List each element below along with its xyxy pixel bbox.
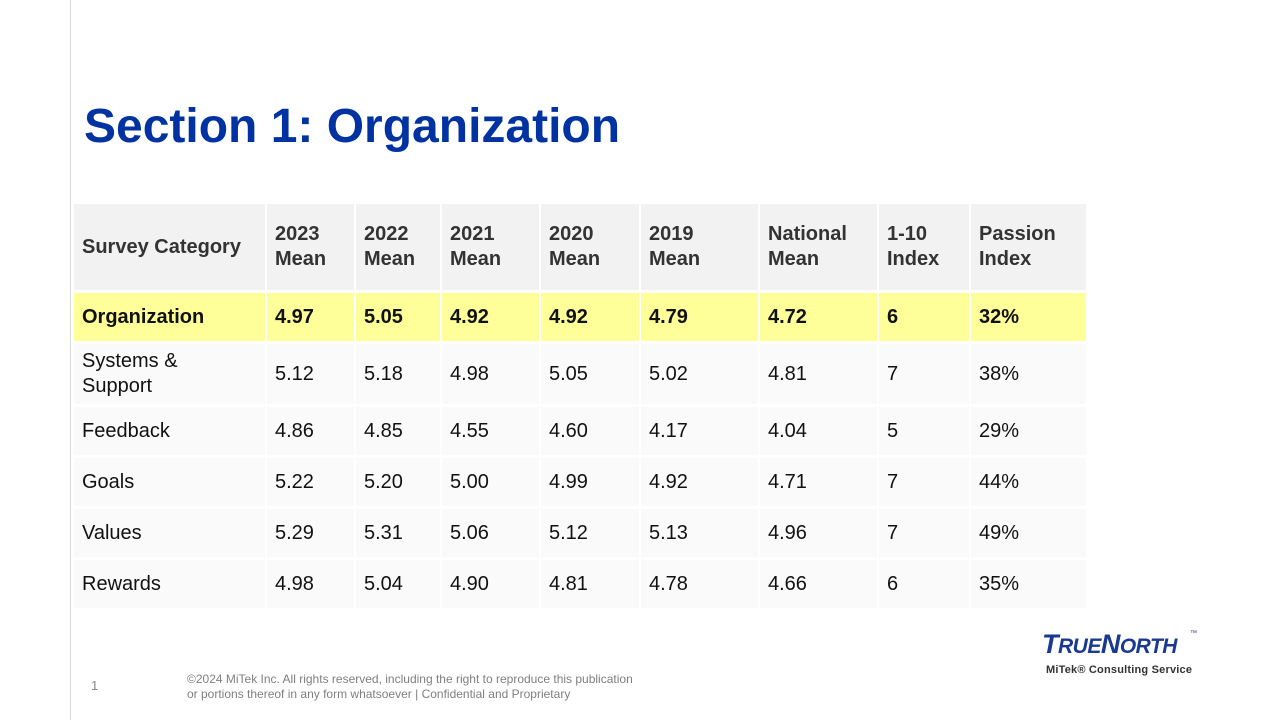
cell-2022-mean: 5.05	[356, 293, 440, 341]
cell-2020-mean: 4.60	[541, 407, 639, 455]
cell-1-10-index: 6	[879, 560, 969, 608]
cell-1-10-index: 7	[879, 344, 969, 404]
cell-2020-mean: 5.05	[541, 344, 639, 404]
cell-2023-mean: 4.86	[267, 407, 354, 455]
cell-national-mean: 4.81	[760, 344, 877, 404]
header-1-10-index: 1-10 Index	[879, 204, 969, 290]
cell-category: Goals	[74, 458, 265, 506]
table-header-row: Survey Category 2023 Mean 2022 Mean 2021 Me…	[74, 204, 1086, 290]
cell-passion-index: 29%	[971, 407, 1086, 455]
cell-2023-mean: 5.22	[267, 458, 354, 506]
header-passion-index: Passion Index	[971, 204, 1086, 290]
footer-line-1: ©2024 MiTek Inc. All rights reserved, in…	[187, 672, 633, 686]
cell-passion-index: 44%	[971, 458, 1086, 506]
cell-2022-mean: 5.20	[356, 458, 440, 506]
table-row-values: Values 5.29 5.31 5.06 5.12 5.13 4.96 7 4…	[74, 509, 1086, 557]
cell-2019-mean: 4.78	[641, 560, 758, 608]
cell-2019-mean: 4.79	[641, 293, 758, 341]
cell-category: Rewards	[74, 560, 265, 608]
cell-category: Values	[74, 509, 265, 557]
cell-2021-mean: 4.90	[442, 560, 539, 608]
cell-2021-mean: 4.98	[442, 344, 539, 404]
header-national-mean: National Mean	[760, 204, 877, 290]
cell-2023-mean: 4.98	[267, 560, 354, 608]
left-divider	[70, 0, 71, 720]
logo-wordmark: TRUENORTH	[1042, 629, 1177, 659]
table-row-rewards: Rewards 4.98 5.04 4.90 4.81 4.78 4.66 6 …	[74, 560, 1086, 608]
cell-2021-mean: 5.06	[442, 509, 539, 557]
slide-title: Section 1: Organization	[84, 100, 621, 153]
trademark-mark: ™	[1190, 630, 1197, 637]
cell-national-mean: 4.72	[760, 293, 877, 341]
header-survey-category: Survey Category	[74, 204, 265, 290]
cell-2021-mean: 5.00	[442, 458, 539, 506]
table-row-feedback: Feedback 4.86 4.85 4.55 4.60 4.17 4.04 5…	[74, 407, 1086, 455]
table-row-organization: Organization 4.97 5.05 4.92 4.92 4.79 4.…	[74, 293, 1086, 341]
cell-national-mean: 4.66	[760, 560, 877, 608]
logo-subtitle: MiTek® Consulting Service	[1046, 664, 1193, 676]
cell-1-10-index: 6	[879, 293, 969, 341]
cell-2022-mean: 5.04	[356, 560, 440, 608]
cell-passion-index: 38%	[971, 344, 1086, 404]
footer-line-2: or portions thereof in any form whatsoev…	[187, 687, 571, 701]
cell-1-10-index: 7	[879, 458, 969, 506]
cell-2020-mean: 4.99	[541, 458, 639, 506]
header-2023-mean: 2023 Mean	[267, 204, 354, 290]
cell-2021-mean: 4.55	[442, 407, 539, 455]
cell-passion-index: 49%	[971, 509, 1086, 557]
cell-2020-mean: 4.81	[541, 560, 639, 608]
header-2022-mean: 2022 Mean	[356, 204, 440, 290]
cell-2019-mean: 4.17	[641, 407, 758, 455]
cell-2022-mean: 5.18	[356, 344, 440, 404]
survey-table: Survey Category 2023 Mean 2022 Mean 2021 Me…	[72, 201, 1088, 611]
truenorth-logo: TRUENORTH ™ MiTek® Consulting Service	[1042, 628, 1202, 678]
table-row-goals: Goals 5.22 5.20 5.00 4.99 4.92 4.71 7 44…	[74, 458, 1086, 506]
header-2021-mean: 2021 Mean	[442, 204, 539, 290]
table-row-systems-support: Systems & Support 5.12 5.18 4.98 5.05 5.0…	[74, 344, 1086, 404]
cell-2022-mean: 4.85	[356, 407, 440, 455]
cell-2019-mean: 4.92	[641, 458, 758, 506]
cell-2021-mean: 4.92	[442, 293, 539, 341]
cell-1-10-index: 5	[879, 407, 969, 455]
cell-2020-mean: 5.12	[541, 509, 639, 557]
header-2020-mean: 2020 Mean	[541, 204, 639, 290]
page-number: 1	[91, 678, 99, 693]
cell-2023-mean: 4.97	[267, 293, 354, 341]
cell-category: Organization	[74, 293, 265, 341]
header-2019-mean: 2019 Mean	[641, 204, 758, 290]
cell-2019-mean: 5.13	[641, 509, 758, 557]
cell-national-mean: 4.71	[760, 458, 877, 506]
copyright-footer: ©2024 MiTek Inc. All rights reserved, in…	[187, 672, 633, 702]
cell-2019-mean: 5.02	[641, 344, 758, 404]
cell-national-mean: 4.04	[760, 407, 877, 455]
cell-national-mean: 4.96	[760, 509, 877, 557]
cell-2020-mean: 4.92	[541, 293, 639, 341]
cell-passion-index: 35%	[971, 560, 1086, 608]
cell-2023-mean: 5.29	[267, 509, 354, 557]
cell-2022-mean: 5.31	[356, 509, 440, 557]
cell-2023-mean: 5.12	[267, 344, 354, 404]
cell-category: Systems & Support	[74, 344, 265, 404]
cell-category: Feedback	[74, 407, 265, 455]
cell-1-10-index: 7	[879, 509, 969, 557]
cell-passion-index: 32%	[971, 293, 1086, 341]
